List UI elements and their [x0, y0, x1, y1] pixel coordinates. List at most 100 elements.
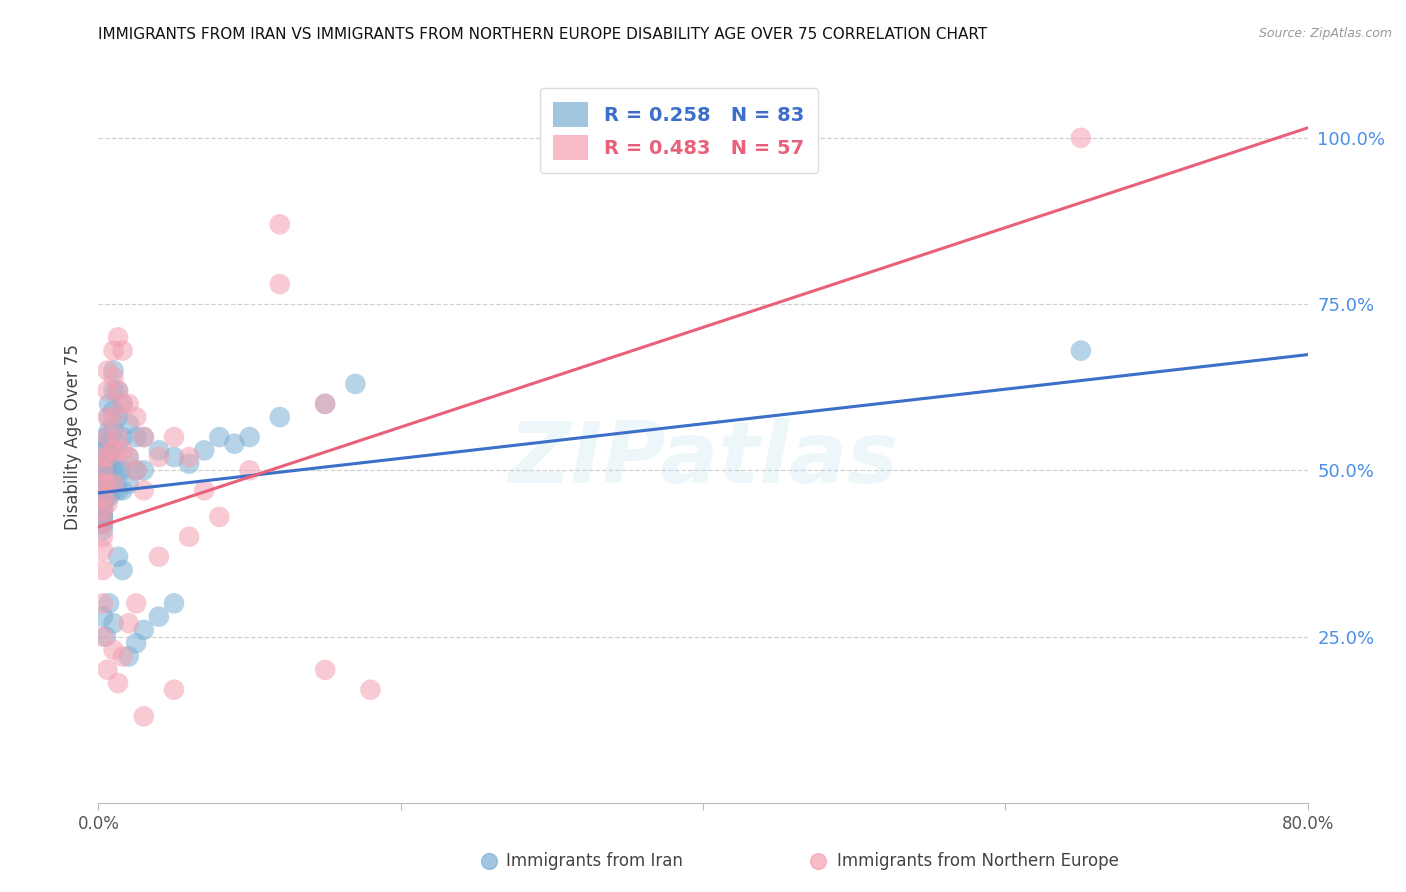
Point	[91, 490, 114, 504]
Point	[111, 397, 134, 411]
Point	[103, 410, 125, 425]
Point	[111, 343, 134, 358]
Point	[91, 516, 114, 531]
Point	[111, 563, 134, 577]
Text: ZIPatlas: ZIPatlas	[508, 417, 898, 500]
Point	[103, 403, 125, 417]
Point	[91, 509, 114, 524]
Point	[111, 397, 134, 411]
Point	[94, 457, 117, 471]
Point	[96, 476, 118, 491]
Point	[107, 549, 129, 564]
Point	[132, 623, 155, 637]
Point	[118, 616, 141, 631]
Point	[91, 483, 114, 498]
Point	[91, 476, 114, 491]
Point	[193, 443, 215, 458]
Legend: R = 0.258   N = 83, R = 0.483   N = 57: R = 0.258 N = 83, R = 0.483 N = 57	[540, 88, 818, 173]
Point	[314, 663, 336, 677]
Point	[208, 509, 231, 524]
Point	[98, 463, 121, 477]
Point	[107, 483, 129, 498]
Point	[91, 563, 114, 577]
Point	[91, 497, 114, 511]
Point	[125, 410, 148, 425]
Point	[148, 443, 170, 458]
Point	[103, 370, 125, 384]
Point	[94, 630, 117, 644]
Point	[98, 436, 121, 450]
Point	[132, 709, 155, 723]
Point	[148, 549, 170, 564]
Point	[103, 443, 125, 458]
Point	[91, 509, 114, 524]
Point	[360, 682, 382, 697]
Point	[179, 450, 201, 464]
Point	[125, 463, 148, 477]
Point	[224, 436, 246, 450]
Point	[1070, 343, 1092, 358]
Point	[239, 430, 262, 444]
Point	[269, 277, 291, 292]
Point	[314, 397, 336, 411]
Point	[94, 490, 117, 504]
Point	[98, 410, 121, 425]
Point	[107, 436, 129, 450]
Point	[163, 596, 186, 610]
Point	[103, 443, 125, 458]
Point	[125, 430, 148, 444]
Point	[111, 463, 134, 477]
Point	[118, 450, 141, 464]
Point	[107, 384, 129, 398]
Point	[91, 530, 114, 544]
Point	[132, 430, 155, 444]
Point	[98, 424, 121, 438]
Point	[179, 530, 201, 544]
Point	[91, 503, 114, 517]
Point	[111, 443, 134, 458]
Point	[98, 476, 121, 491]
Point	[91, 463, 114, 477]
Point	[94, 450, 117, 464]
Point	[125, 463, 148, 477]
Point	[103, 616, 125, 631]
Point	[103, 424, 125, 438]
Point	[314, 397, 336, 411]
Point	[91, 497, 114, 511]
Point	[94, 463, 117, 477]
Point	[96, 450, 118, 464]
Point	[107, 463, 129, 477]
Point	[94, 443, 117, 458]
Point	[269, 217, 291, 231]
Point	[107, 384, 129, 398]
Text: IMMIGRANTS FROM IRAN VS IMMIGRANTS FROM NORTHERN EUROPE DISABILITY AGE OVER 75 C: IMMIGRANTS FROM IRAN VS IMMIGRANTS FROM …	[98, 27, 987, 42]
Point	[111, 483, 134, 498]
Point	[91, 523, 114, 537]
Point	[111, 649, 134, 664]
Point	[96, 410, 118, 425]
Point	[94, 436, 117, 450]
Point	[96, 363, 118, 377]
Point	[163, 450, 186, 464]
Point	[125, 636, 148, 650]
Point	[1070, 131, 1092, 145]
Text: Immigrants from Northern Europe: Immigrants from Northern Europe	[837, 852, 1118, 870]
Point	[118, 417, 141, 431]
Point	[96, 384, 118, 398]
Point	[103, 483, 125, 498]
Point	[94, 483, 117, 498]
Point	[91, 630, 114, 644]
Point	[148, 609, 170, 624]
Point	[91, 476, 114, 491]
Point	[98, 490, 121, 504]
Point	[94, 470, 117, 484]
Point	[163, 682, 186, 697]
Point	[148, 450, 170, 464]
Point	[98, 397, 121, 411]
Point	[91, 516, 114, 531]
Point	[91, 450, 114, 464]
Point	[91, 463, 114, 477]
Point	[163, 430, 186, 444]
Point	[132, 463, 155, 477]
Point	[103, 476, 125, 491]
